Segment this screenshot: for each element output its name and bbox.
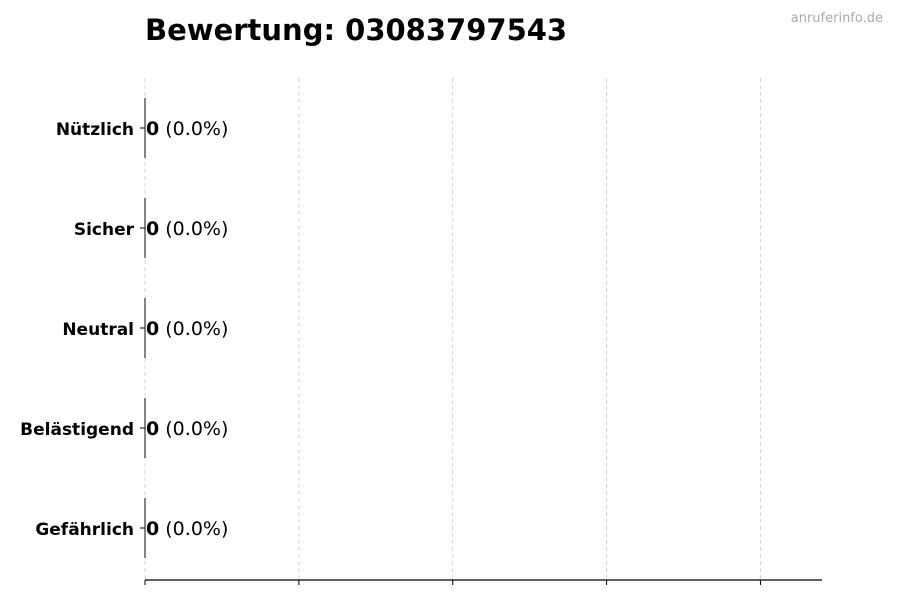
x-ticks [144,580,761,585]
percent-value: (0.0%) [159,518,228,540]
data-label: 0 (0.0%) [146,318,228,340]
data-label: 0 (0.0%) [146,218,228,240]
chart-title: Bewertung: 03083797543 [145,13,567,47]
percent-value: (0.0%) [159,218,228,240]
count-value: 0 [146,118,159,140]
percent-value: (0.0%) [159,318,228,340]
watermark: anruferinfo.de [791,11,883,26]
category-label: Gefährlich [35,520,134,540]
data-label: 0 (0.0%) [146,418,228,440]
count-value: 0 [146,418,159,440]
category-label: Belästigend [20,420,134,440]
category-label: Nützlich [56,120,134,140]
grid-lines [144,78,761,580]
bars: Nützlich 0 (0.0%) Sicher 0 (0.0%) Neutral 0 (… [20,98,228,558]
percent-value: (0.0%) [159,118,228,140]
percent-value: (0.0%) [159,418,228,440]
data-label: 0 (0.0%) [146,118,228,140]
count-value: 0 [146,318,159,340]
count-value: 0 [146,518,159,540]
count-value: 0 [146,218,159,240]
category-label: Sicher [74,220,135,240]
category-label: Neutral [62,320,134,340]
data-label: 0 (0.0%) [146,518,228,540]
